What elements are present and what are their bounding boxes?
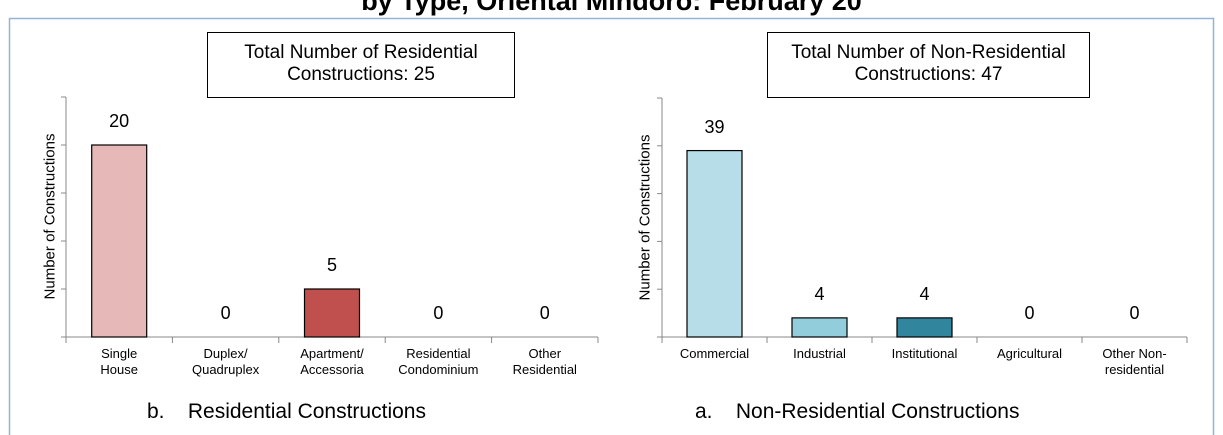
data-label: 5 — [326, 255, 337, 275]
bar — [91, 144, 148, 338]
data-label: 4 — [919, 283, 930, 304]
bar — [303, 288, 361, 338]
frame — [8, 17, 1215, 435]
x-tick-label: Other Residential — [512, 346, 577, 377]
data-label: 4 — [814, 283, 825, 304]
x-tick-label: Single House — [100, 346, 138, 377]
bar — [896, 317, 953, 338]
x-tick-label: Agricultural — [996, 346, 1063, 361]
x-tick-label: Duplex/ Quadruplex — [191, 346, 260, 377]
x-tick-label: Apartment/ Accessoria — [300, 346, 364, 377]
annotation: Total Number of Residential Construction… — [207, 32, 515, 98]
caption: a. Non-Residential Constructions — [695, 400, 1020, 423]
data-label: 0 — [1024, 303, 1035, 323]
data-label: 0 — [1129, 303, 1140, 323]
data-label: 0 — [539, 303, 550, 323]
x-tick-label: Commercial — [679, 346, 750, 361]
data-label: 39 — [704, 116, 725, 137]
data-label: 20 — [109, 111, 130, 131]
page-title: by Type, Oriental Mindoro: February 20 — [361, 0, 862, 16]
data-label: 0 — [433, 303, 444, 323]
bar — [686, 149, 743, 338]
data-label: 0 — [220, 303, 231, 323]
bar — [791, 317, 848, 338]
x-tick-label: Residential Condominium — [398, 346, 479, 377]
x-tick-label: Other Non- residential — [1102, 346, 1167, 377]
y-axis-label: Number of Constructions — [636, 134, 654, 300]
x-tick-label: Industrial — [793, 346, 846, 361]
x-tick-label: Institutional — [891, 346, 958, 361]
caption: b. Residential Constructions — [147, 400, 426, 423]
annotation: Total Number of Non-Residential Construc… — [767, 32, 1090, 98]
y-axis-label: Number of Constructions — [41, 133, 59, 300]
